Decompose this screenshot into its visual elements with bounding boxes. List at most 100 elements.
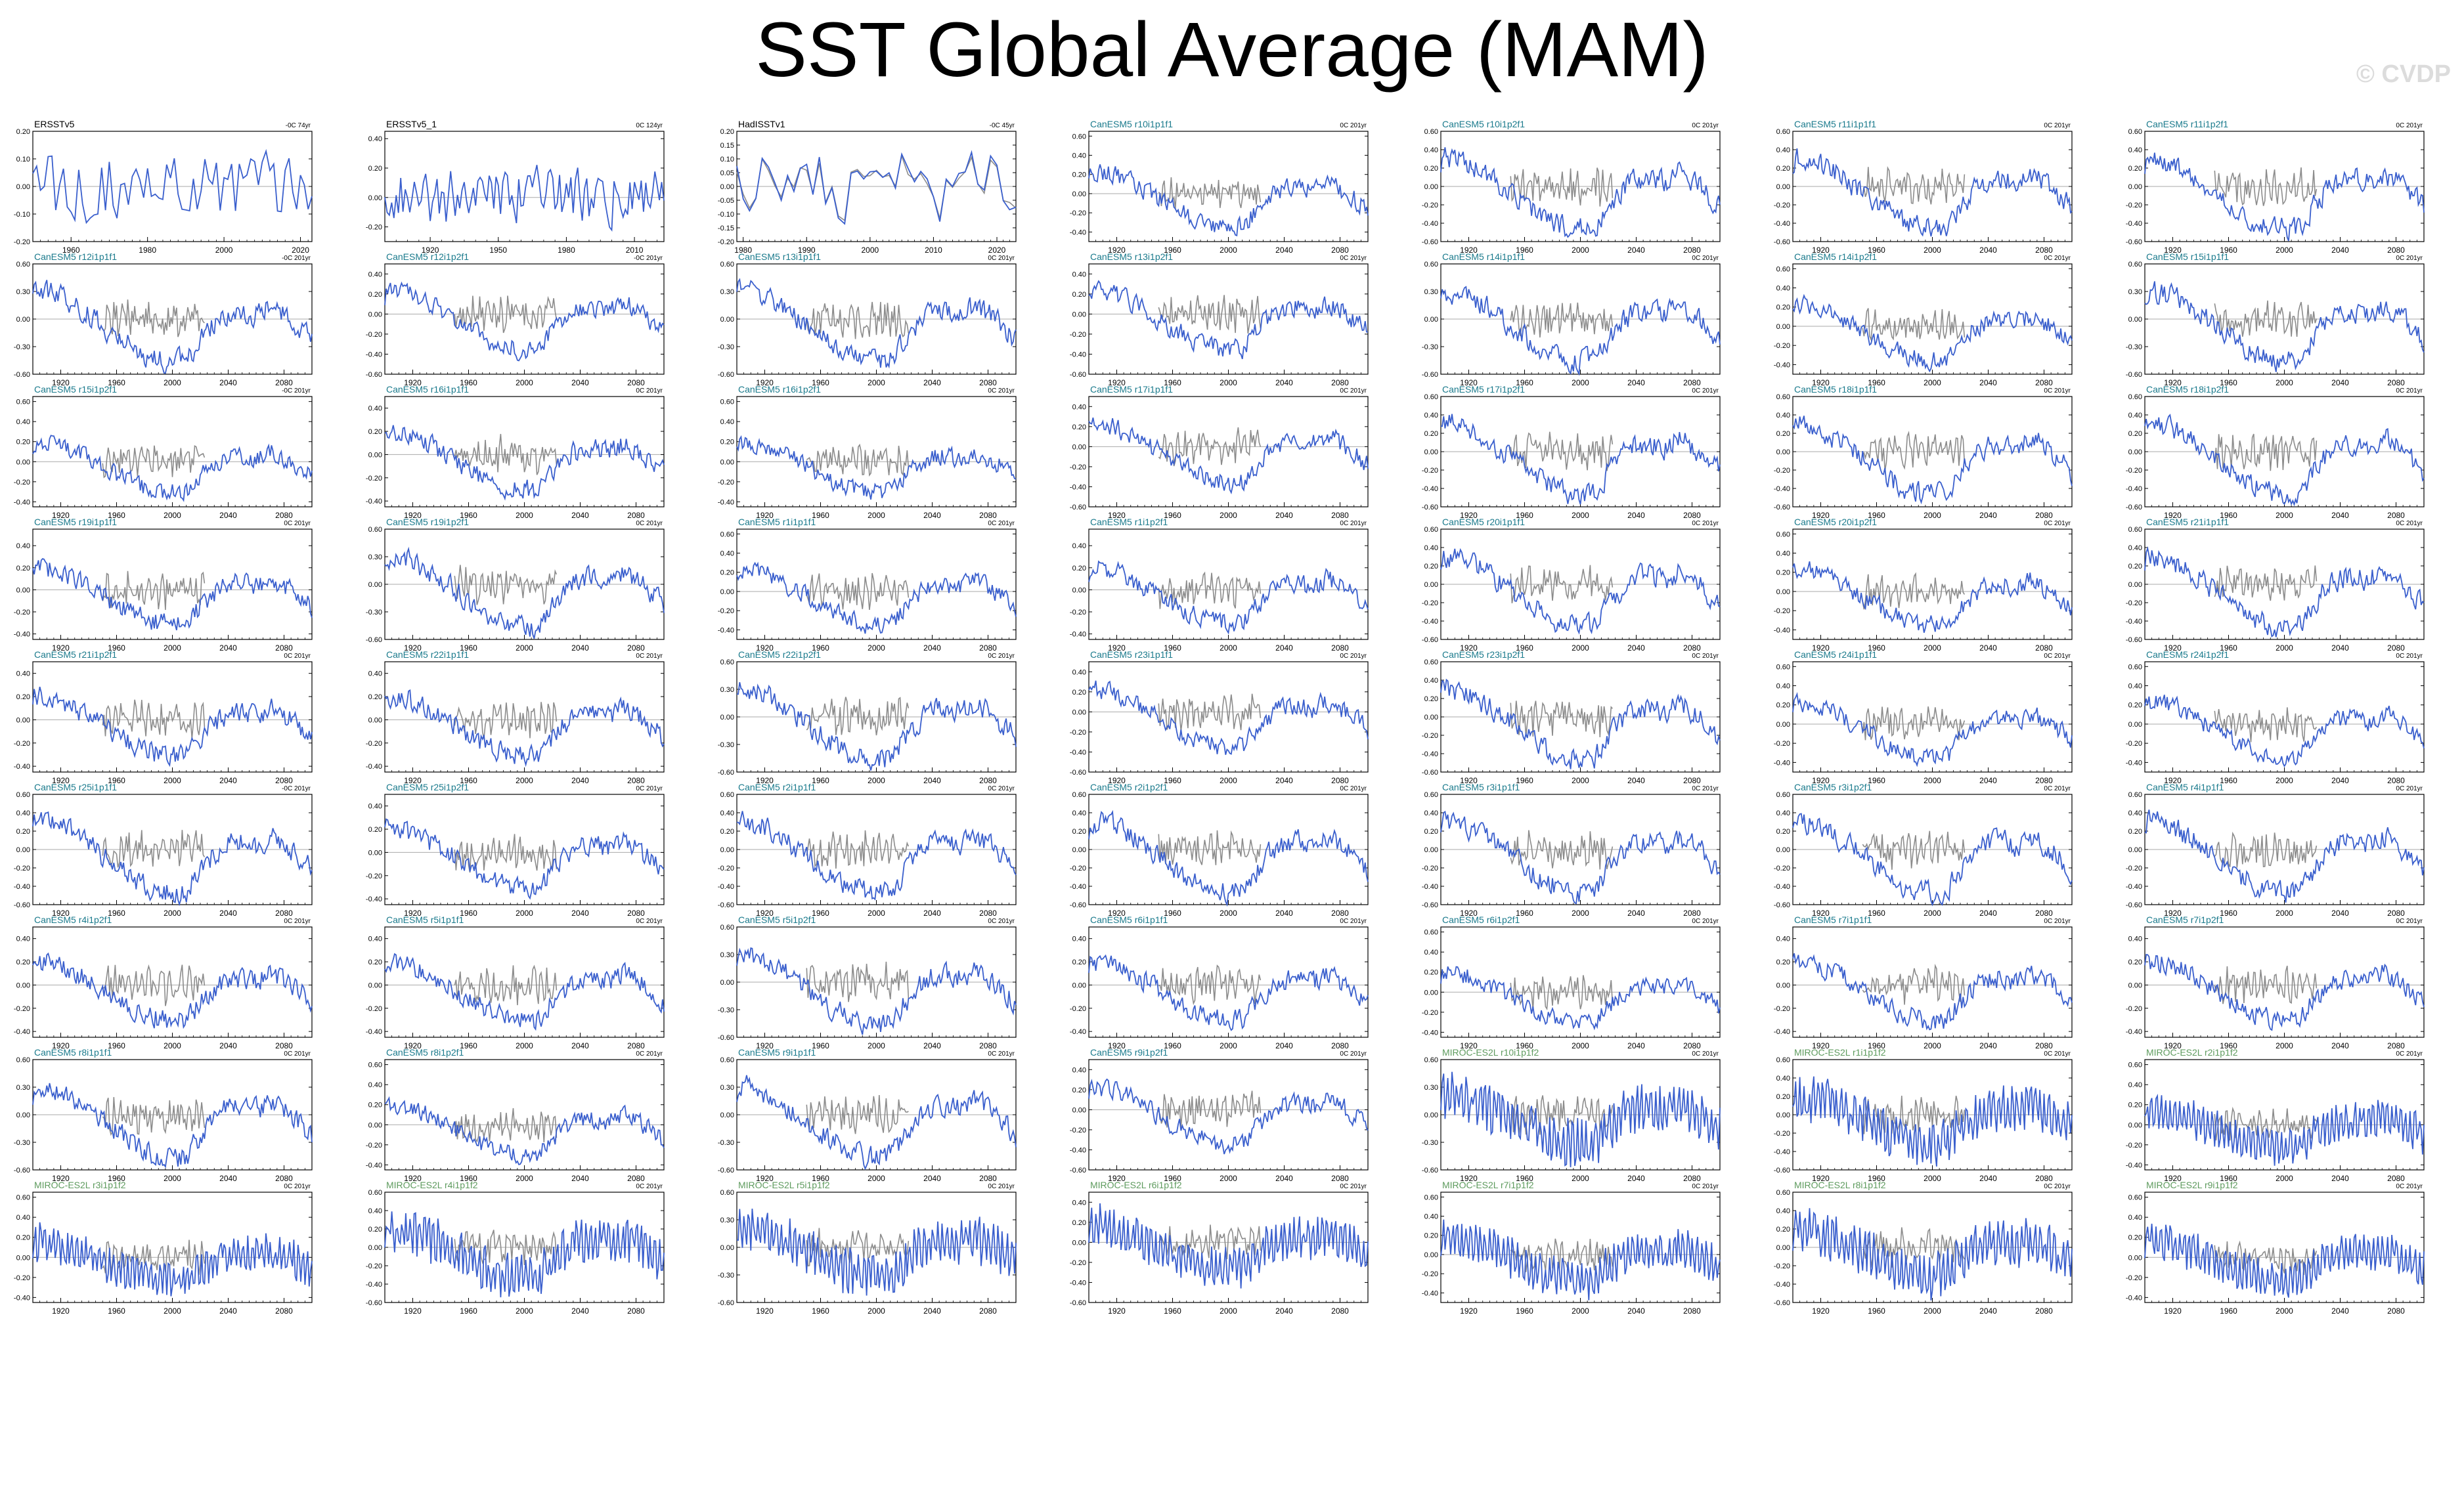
x-tick-label: 2040 xyxy=(2331,246,2349,255)
trend-label: 0C 201yr xyxy=(988,1050,1015,1058)
x-tick-label: 2040 xyxy=(1979,1306,1997,1316)
trend-label: 0C 201yr xyxy=(2044,387,2071,395)
panel-canesm5-r22i1p2f1: CanESM5 r22i1p2f1 0C 201yr 0.60 0.30 0.00 -0.… xyxy=(718,649,1017,785)
x-tick-label: 2080 xyxy=(1683,1041,1701,1050)
y-tick-label: -0.40 xyxy=(1070,483,1086,491)
y-tick-label: -0.20 xyxy=(1070,729,1086,737)
y-tick-label: -0.60 xyxy=(366,1299,382,1307)
x-tick-label: 2040 xyxy=(1275,643,1293,653)
y-tick-label: -0.20 xyxy=(1774,1130,1790,1138)
x-tick-label: 1960 xyxy=(2220,909,2237,918)
x-tick-label: 2000 xyxy=(868,511,885,520)
y-tick-label: -0.40 xyxy=(366,1028,382,1036)
y-tick-label: 0.00 xyxy=(1424,846,1438,854)
y-tick-label: 0.00 xyxy=(16,183,30,191)
y-tick-label: -0.60 xyxy=(1070,769,1086,777)
y-tick-label: -0.60 xyxy=(1422,238,1438,246)
y-tick-label: 0.15 xyxy=(720,142,734,150)
y-tick-label: 0.00 xyxy=(368,1121,382,1129)
x-tick-label: 2040 xyxy=(571,1306,589,1316)
model-series-line xyxy=(736,947,1017,1035)
trend-label: 0C 201yr xyxy=(988,1183,1015,1190)
x-tick-label: 2040 xyxy=(2331,1174,2349,1183)
y-tick-label: 0.60 xyxy=(720,530,734,538)
y-tick-label: 0.60 xyxy=(2128,526,2142,534)
x-tick-label: 2040 xyxy=(1627,1174,1645,1183)
x-tick-label: 2000 xyxy=(861,246,879,255)
trend-label: -0C 201yr xyxy=(282,387,311,395)
panel-label: MIROC-ES2L r6i1p1f2 xyxy=(1090,1180,1182,1190)
y-tick-label: 0.00 xyxy=(16,586,30,594)
x-tick-label: 1960 xyxy=(108,643,125,653)
y-tick-label: 0.60 xyxy=(1776,663,1790,671)
x-tick-label: 1980 xyxy=(139,246,156,255)
y-tick-label: -0.40 xyxy=(366,1281,382,1289)
y-tick-label: -0.60 xyxy=(14,1167,30,1174)
model-series-line xyxy=(32,811,313,907)
trend-label: -0C 74yr xyxy=(286,122,311,129)
model-series-line xyxy=(384,1211,665,1298)
panel-label: MIROC-ES2L r4i1p1f2 xyxy=(386,1180,478,1190)
y-tick-label: 0.40 xyxy=(1072,152,1086,160)
y-tick-label: 0.20 xyxy=(720,128,734,136)
panel-canesm5-r3i1p1f1: CanESM5 r3i1p1f1 0C 201yr 0.60 0.40 0.20 0.00… xyxy=(1422,782,1721,918)
y-tick-label: 0.00 xyxy=(720,588,734,596)
y-tick-label: 0.00 xyxy=(2128,721,2142,729)
plot-frame xyxy=(384,131,665,242)
x-tick-label: 2000 xyxy=(868,643,885,653)
panel-canesm5-r10i1p1f1: CanESM5 r10i1p1f1 0C 201yr 0.60 0.40 0.20 0.0… xyxy=(1070,119,1369,255)
y-tick-label: -0.40 xyxy=(1774,220,1790,228)
panel-canesm5-r21i1p2f1: CanESM5 r21i1p2f1 0C 201yr 0.40 0.20 0.00 -0.… xyxy=(14,649,313,785)
y-tick-label: -0.20 xyxy=(1422,467,1438,475)
panel-canesm5-r1i1p1f1: CanESM5 r1i1p1f1 0C 201yr 0.60 0.40 0.20 0.00… xyxy=(718,517,1017,653)
y-tick-label: 0.00 xyxy=(1776,721,1790,729)
x-tick-label: 2040 xyxy=(923,776,941,785)
y-tick-label: -0.20 xyxy=(1070,865,1086,872)
y-tick-label: -0.40 xyxy=(14,883,30,891)
x-tick-label: 2080 xyxy=(2387,909,2405,918)
y-tick-label: 0.20 xyxy=(368,1102,382,1109)
trend-label: 0C 201yr xyxy=(636,785,663,792)
y-tick-label: 0.60 xyxy=(16,1194,30,1202)
panel-ersstv5-1: ERSSTv5_1 0C 124yr 0.40 0.20 0.00 -0.20 1920 19… xyxy=(366,119,665,255)
x-tick-label: 2000 xyxy=(1924,511,1941,520)
x-tick-label: 1960 xyxy=(1164,511,1181,520)
x-tick-label: 2000 xyxy=(1924,1041,1941,1050)
y-tick-label: 0.20 xyxy=(1424,1232,1438,1240)
y-tick-label: 0.00 xyxy=(1072,190,1086,198)
y-tick-label: 0.00 xyxy=(1776,1111,1790,1119)
y-tick-label: -0.20 xyxy=(718,865,734,872)
y-tick-label: 0.40 xyxy=(16,1214,30,1222)
x-tick-label: 2080 xyxy=(979,1041,997,1050)
panel-canesm5-r2i1p1f1: CanESM5 r2i1p1f1 0C 201yr 0.60 0.40 0.20 0.00… xyxy=(718,782,1017,918)
trend-label: 0C 201yr xyxy=(636,387,663,395)
obs-series-line xyxy=(454,834,558,873)
x-tick-label: 1960 xyxy=(1868,246,1885,255)
model-series-line xyxy=(32,280,313,374)
trend-label: 0C 201yr xyxy=(2044,122,2071,129)
y-tick-label: 0.00 xyxy=(16,846,30,854)
panel-canesm5-r7i1p1f1: CanESM5 r7i1p1f1 0C 201yr 0.40 0.20 0.00 -0.2… xyxy=(1774,915,2073,1050)
x-tick-label: 2040 xyxy=(923,909,941,918)
x-tick-label: 2000 xyxy=(164,643,181,653)
panel-canesm5-r6i1p1f1: CanESM5 r6i1p1f1 0C 201yr 0.40 0.20 0.00 -0.2… xyxy=(1070,915,1369,1050)
y-tick-label: -0.20 xyxy=(1422,599,1438,607)
obs-series-line xyxy=(454,565,558,605)
x-tick-label: 1920 xyxy=(756,1041,774,1050)
x-tick-label: 1960 xyxy=(1516,776,1533,785)
y-tick-label: -0.20 xyxy=(366,331,382,339)
y-tick-label: -0.20 xyxy=(366,1262,382,1270)
obs-series-line xyxy=(1158,693,1262,731)
y-tick-label: 0.60 xyxy=(368,526,382,534)
panel-label: CanESM5 r22i1p2f1 xyxy=(738,649,821,660)
y-tick-label: 0.20 xyxy=(2128,828,2142,836)
x-tick-label: 2040 xyxy=(1979,909,1997,918)
model-series-line xyxy=(2144,1094,2425,1166)
y-tick-label: -0.60 xyxy=(14,371,30,379)
y-tick-label: 0.60 xyxy=(1424,128,1438,136)
x-tick-label: 2040 xyxy=(1275,378,1293,387)
x-tick-label: 1960 xyxy=(1516,1174,1533,1183)
model-series-line xyxy=(1440,286,1721,376)
x-tick-label: 2040 xyxy=(1979,378,1997,387)
y-tick-label: 0.00 xyxy=(368,311,382,318)
